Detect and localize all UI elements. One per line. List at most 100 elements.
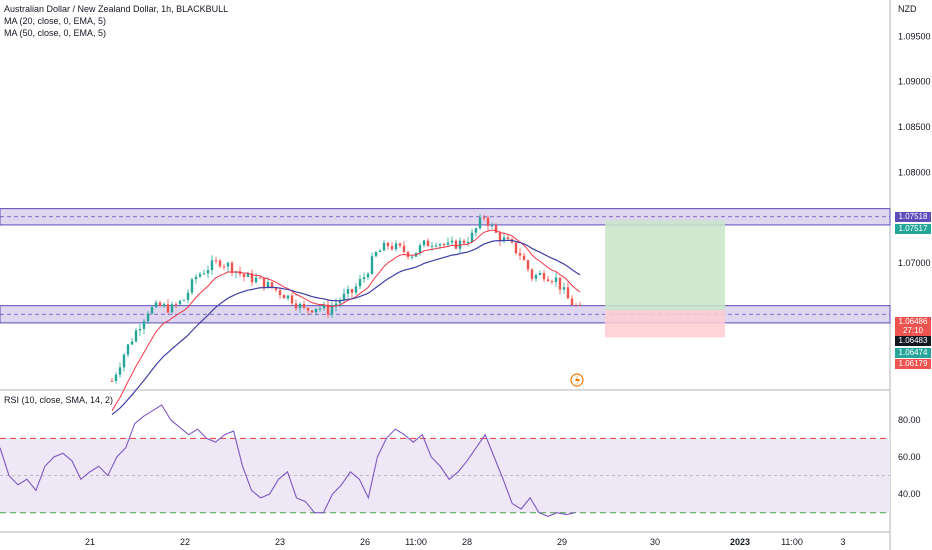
candle-body <box>446 242 450 245</box>
ma50-line <box>111 239 581 415</box>
candle-body <box>146 313 150 322</box>
price-tag-lower-zone: 1.06474 <box>895 348 931 358</box>
candle-body <box>566 287 570 299</box>
candle-body <box>322 304 326 309</box>
candle-body <box>562 287 566 290</box>
time-axis-tick: 29 <box>557 537 567 547</box>
time-axis-tick: 2023 <box>730 537 750 547</box>
candle-body <box>282 294 286 299</box>
price-tag-upper-zone-2: 1.07517 <box>895 224 931 234</box>
candle-body <box>174 304 178 306</box>
candle-body <box>170 304 174 313</box>
candle-body <box>490 225 494 227</box>
time-axis-tick: 11:00 <box>781 537 803 547</box>
candle-body <box>194 276 198 280</box>
candle-body <box>410 256 414 258</box>
candle-body <box>542 273 546 280</box>
candle-body <box>198 274 202 277</box>
candle-body <box>114 374 118 382</box>
candle-body <box>438 244 442 246</box>
rsi-axis-tick: 80.00 <box>898 415 921 425</box>
candle-body <box>354 286 358 293</box>
price-tag-countdown: 27:10 <box>895 326 931 336</box>
ma50-legend[interactable]: MA (50, close, 0, EMA, 5) <box>4 28 107 38</box>
price-tag-stop: 1.06179 <box>895 359 931 369</box>
candle-body <box>130 341 134 345</box>
candle-body <box>162 304 166 307</box>
candle-body <box>142 321 146 329</box>
candle-body <box>294 303 298 309</box>
candle-body <box>302 303 306 308</box>
candle-body <box>546 279 550 282</box>
rsi-line <box>0 404 576 518</box>
candle-body <box>202 273 206 275</box>
price-tag-cursor: 1.06483 <box>895 336 931 346</box>
candle-body <box>186 292 190 300</box>
price-axis-currency: NZD <box>898 4 917 14</box>
candle-body <box>394 243 398 250</box>
candle-body <box>442 244 446 246</box>
candle-body <box>206 270 210 274</box>
candle-body <box>430 245 434 247</box>
candle-body <box>118 367 122 375</box>
candle-body <box>550 281 554 283</box>
time-axis-tick: 28 <box>462 537 472 547</box>
time-axis-tick: 23 <box>275 537 285 547</box>
time-axis-tick: 11:00 <box>405 537 427 547</box>
candle-body <box>398 243 402 246</box>
candle-body <box>522 255 526 261</box>
candle-body <box>138 328 142 331</box>
candle-body <box>526 260 530 270</box>
candle-body <box>166 304 170 313</box>
candle-body <box>110 380 114 382</box>
candle-body <box>370 256 374 274</box>
candle-body <box>342 293 346 301</box>
candle-body <box>382 242 386 251</box>
symbol-title: Australian Dollar / New Zealand Dollar, … <box>4 4 229 14</box>
candle-body <box>378 250 382 253</box>
candle-body <box>266 282 270 289</box>
candle-body <box>274 287 278 291</box>
candle-body <box>554 277 558 283</box>
position-target-box <box>605 220 725 311</box>
candle-body <box>574 305 578 307</box>
candle-body <box>514 242 518 254</box>
ma20-legend[interactable]: MA (20, close, 0, EMA, 5) <box>4 16 107 26</box>
candle-body <box>250 273 254 283</box>
time-axis-tick: 26 <box>360 537 370 547</box>
candle-body <box>482 217 486 219</box>
position-stop-box <box>605 310 725 338</box>
candle-body <box>182 299 186 301</box>
candle-body <box>358 279 362 287</box>
candle-body <box>210 260 214 271</box>
candle-body <box>486 217 490 227</box>
candle-body <box>402 245 406 252</box>
candle-body <box>134 330 138 342</box>
candle-body <box>558 277 562 290</box>
candle-body <box>230 262 234 273</box>
candle-body <box>258 277 262 279</box>
candle-body <box>466 241 470 244</box>
candle-body <box>494 225 498 233</box>
candle-body <box>350 289 354 293</box>
candle-body <box>150 307 154 314</box>
lightning-bolt <box>575 375 580 386</box>
candle-body <box>518 253 522 256</box>
candle-body <box>346 289 350 294</box>
candle-body <box>538 273 542 275</box>
rsi-legend[interactable]: RSI (10, close, SMA, 14, 2) <box>4 395 114 405</box>
candle-body <box>426 240 430 247</box>
candle-body <box>246 273 250 277</box>
candle-body <box>406 251 410 257</box>
candle-body <box>278 290 282 295</box>
candle-body <box>362 277 366 280</box>
candle-body <box>318 308 322 310</box>
price-axis-tick: 1.08500 <box>898 122 931 132</box>
candle-body <box>506 237 510 240</box>
candle-body <box>190 279 194 293</box>
candle-body <box>270 282 274 288</box>
candle-body <box>434 245 438 247</box>
candle-body <box>218 260 222 267</box>
candle-body <box>418 245 422 253</box>
